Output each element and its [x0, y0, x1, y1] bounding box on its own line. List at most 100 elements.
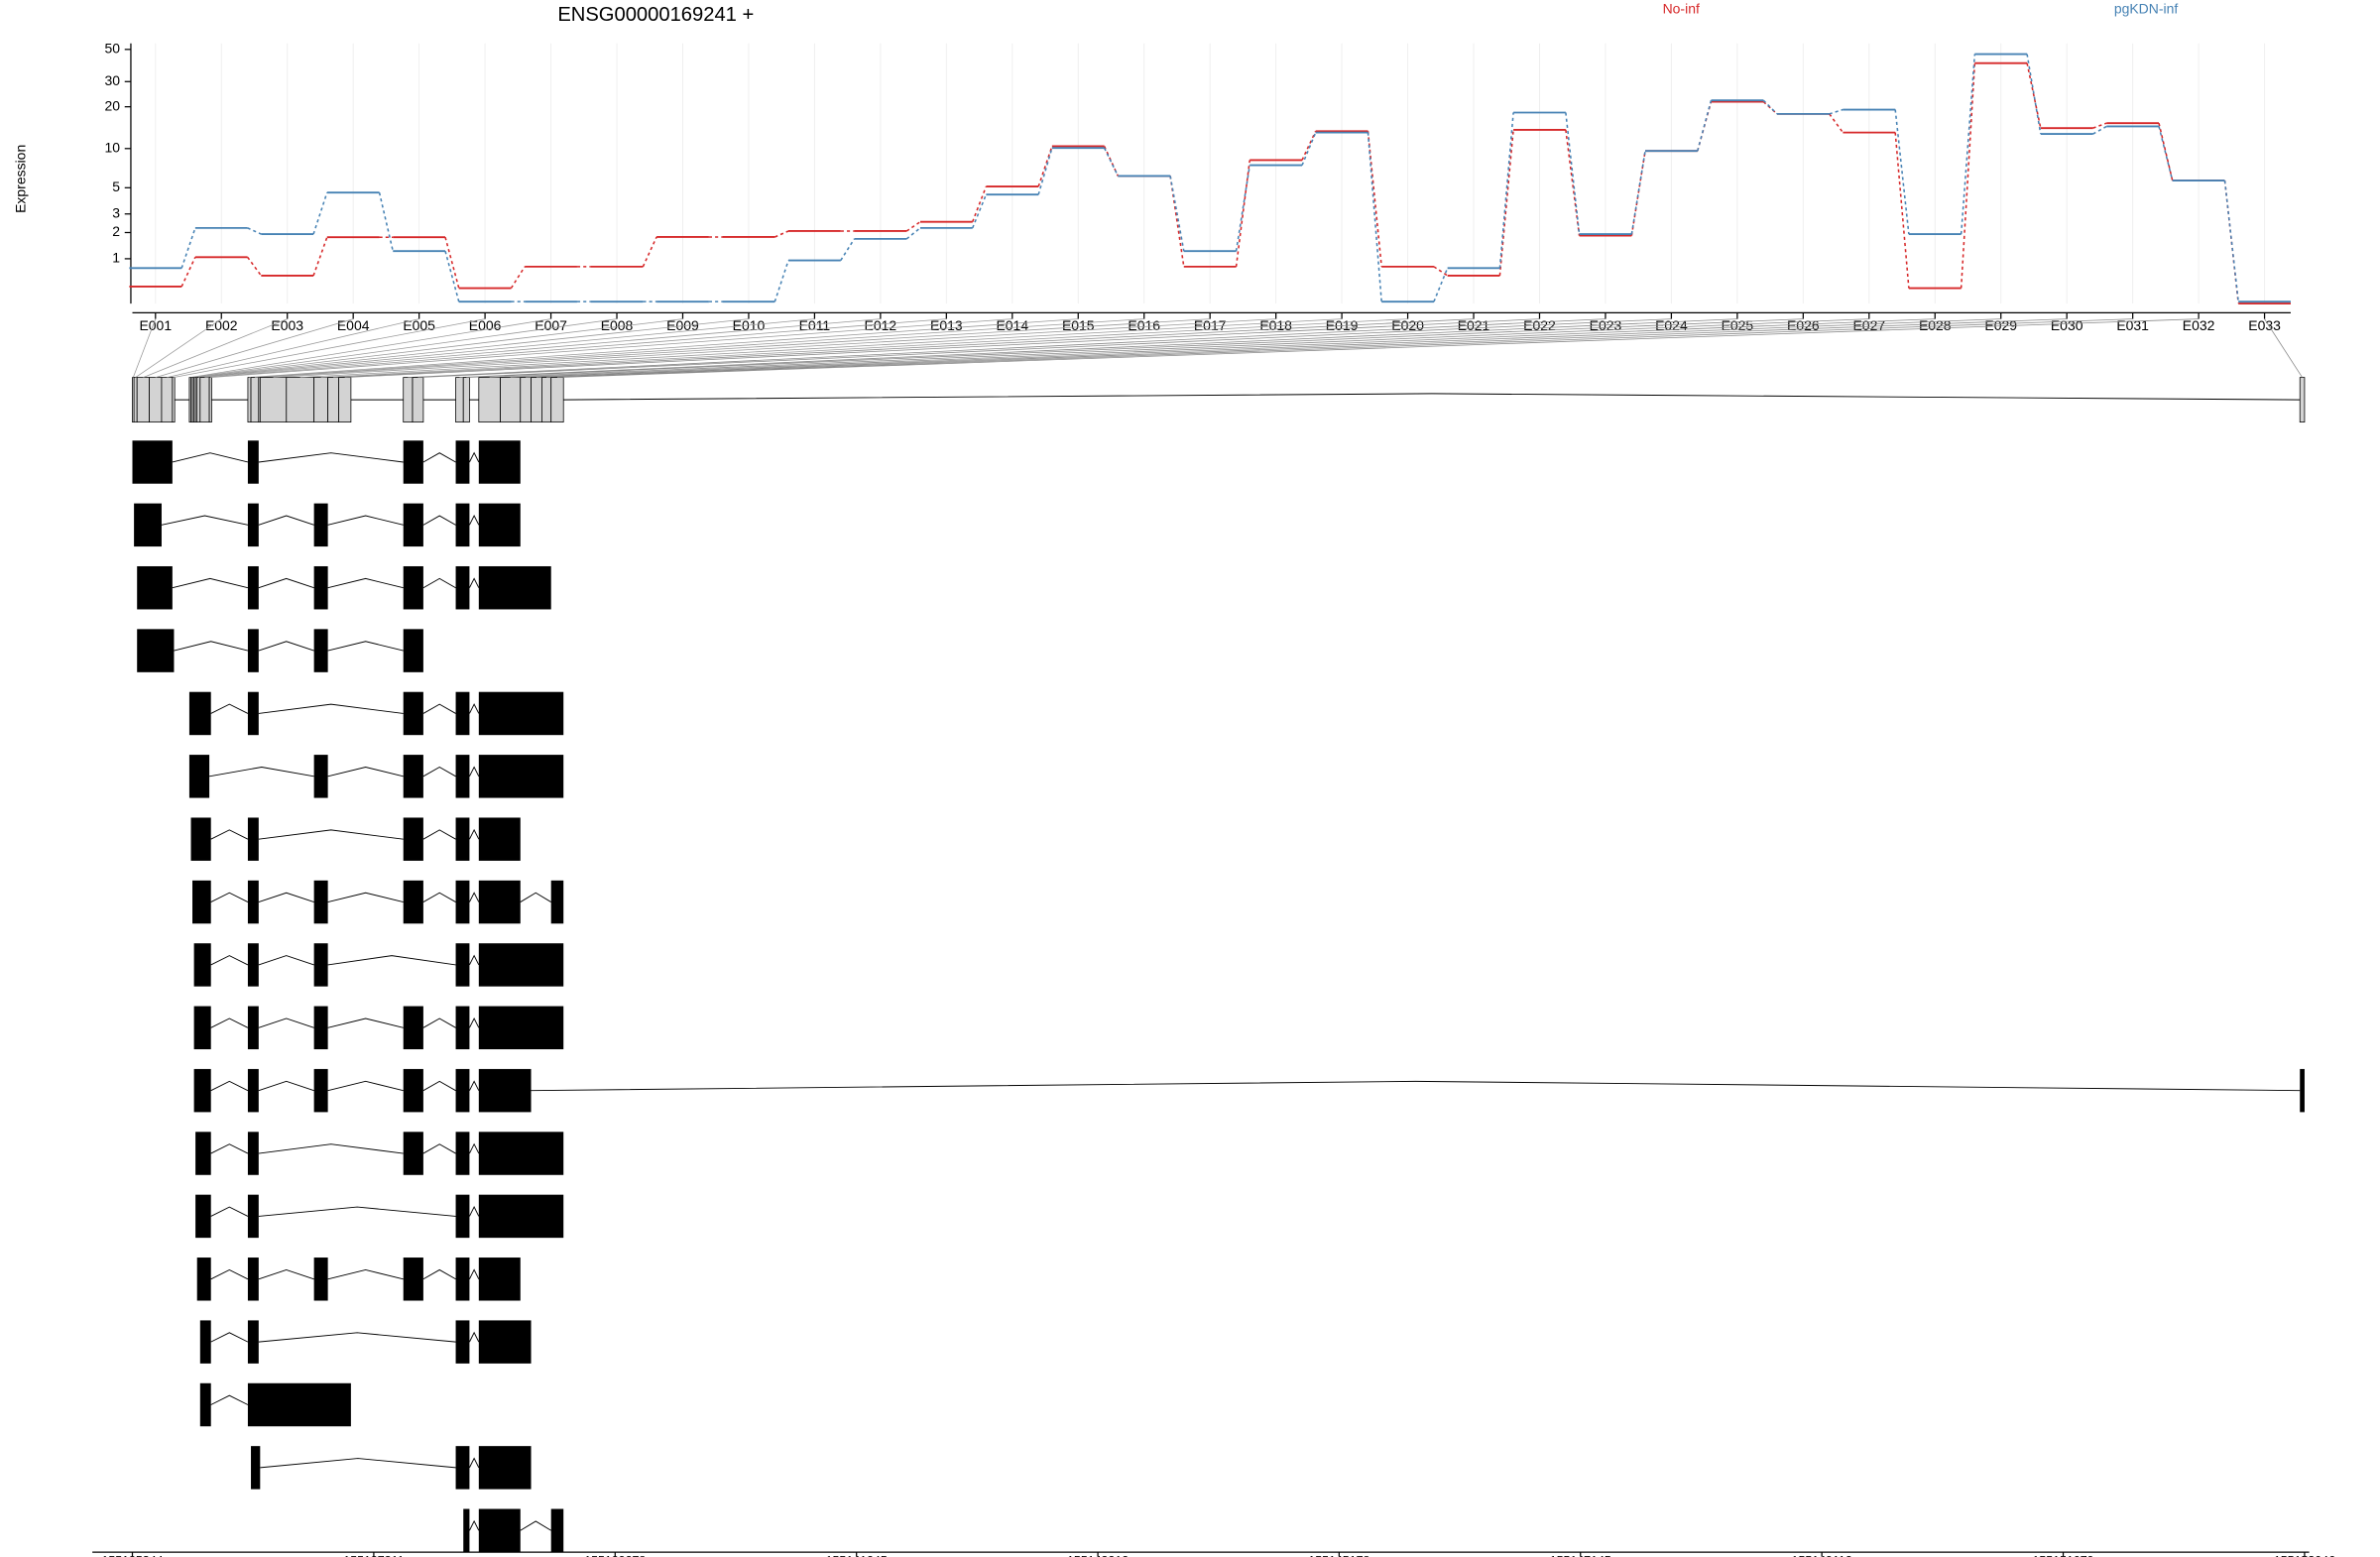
exon-link — [249, 318, 1079, 378]
y-axis-label: Expression — [12, 145, 28, 213]
exon — [455, 691, 470, 736]
connector — [1630, 151, 1646, 235]
exon-bin — [208, 377, 212, 423]
intron — [563, 393, 2301, 401]
exon — [251, 1446, 261, 1490]
exon — [478, 1258, 521, 1301]
intron — [469, 1519, 480, 1531]
connector — [642, 236, 657, 268]
connector — [1829, 113, 1844, 134]
exon — [455, 1320, 470, 1364]
intron — [258, 703, 404, 714]
y-tick-label: 3 — [112, 204, 120, 220]
exon — [478, 1320, 532, 1364]
intron — [422, 1018, 456, 1028]
intron — [327, 1080, 404, 1092]
exon-bin — [250, 377, 260, 423]
exon — [247, 503, 259, 547]
exon-link — [2264, 318, 2303, 378]
exon-link — [259, 318, 1211, 378]
exon-link — [344, 318, 1540, 378]
intron — [210, 1332, 249, 1343]
exon — [455, 440, 470, 484]
exon-bin — [412, 377, 424, 423]
exon — [403, 1132, 423, 1175]
exon — [192, 880, 211, 924]
exon — [403, 880, 423, 924]
genomic-tick-label: 155141245 — [826, 1554, 888, 1557]
connector — [2092, 122, 2107, 129]
intron — [161, 515, 249, 526]
intron — [469, 1206, 480, 1217]
connector — [1037, 146, 1053, 187]
connector — [2223, 180, 2239, 302]
intron — [210, 1394, 249, 1405]
intron — [422, 829, 456, 840]
exon-link — [195, 318, 815, 378]
exon — [193, 1006, 211, 1050]
connector — [1960, 62, 1976, 289]
exon — [137, 565, 173, 610]
y-tick-label: 50 — [105, 41, 121, 57]
exon-link — [204, 318, 947, 378]
exon-link — [191, 318, 618, 378]
intron — [258, 1080, 314, 1092]
exon — [455, 817, 470, 861]
intron — [258, 892, 314, 903]
exon — [247, 1382, 351, 1427]
intron — [422, 1143, 456, 1154]
y-tick-label: 30 — [105, 72, 121, 88]
intron — [210, 703, 249, 714]
y-tick-label: 20 — [105, 97, 121, 113]
genomic-tick-label: 155137311 — [343, 1554, 404, 1557]
legend-entry: pgKDN-inf — [2114, 0, 2179, 16]
x-tick-label: E004 — [337, 317, 370, 333]
intron — [469, 1142, 480, 1154]
exon-bin — [478, 377, 501, 423]
intron — [172, 452, 249, 463]
x-tick-label: E005 — [403, 317, 435, 333]
intron — [327, 955, 456, 966]
exon — [403, 503, 423, 547]
exon — [247, 629, 259, 672]
exon — [403, 755, 423, 798]
connector — [1169, 176, 1185, 252]
x-tick-label: E030 — [2051, 317, 2083, 333]
connector — [312, 191, 328, 235]
exon — [313, 629, 328, 672]
genomic-tick-label: 155153046 — [2274, 1554, 2335, 1557]
exon — [478, 503, 521, 547]
connector — [1630, 151, 1646, 236]
intron — [210, 892, 249, 902]
exon-link — [536, 318, 2068, 378]
exon — [455, 1132, 470, 1175]
intron — [469, 766, 480, 778]
exon-link — [489, 318, 1869, 378]
x-tick-label: E009 — [666, 317, 699, 333]
exon — [478, 880, 521, 924]
x-tick-label: E007 — [535, 317, 567, 333]
exon — [478, 817, 521, 861]
exon — [403, 691, 423, 736]
intron — [258, 1268, 314, 1280]
x-tick-label: E014 — [996, 317, 1028, 333]
exon — [478, 1508, 521, 1552]
exon — [403, 1006, 423, 1050]
y-tick-label: 10 — [105, 139, 121, 155]
intron — [469, 1457, 480, 1469]
exon-bin — [327, 377, 339, 423]
exon-bin — [149, 377, 163, 423]
exon — [403, 1068, 423, 1113]
exon-bin — [403, 377, 414, 423]
intron — [327, 767, 404, 778]
intron — [258, 1206, 456, 1217]
exon-bin — [247, 377, 252, 423]
exon-bin — [455, 377, 464, 423]
exon-link — [556, 318, 2200, 378]
exon — [188, 755, 210, 798]
exon-bin — [520, 377, 532, 423]
exon — [247, 1258, 259, 1301]
connector — [2026, 54, 2042, 135]
exon — [455, 565, 470, 610]
exon — [550, 880, 564, 924]
